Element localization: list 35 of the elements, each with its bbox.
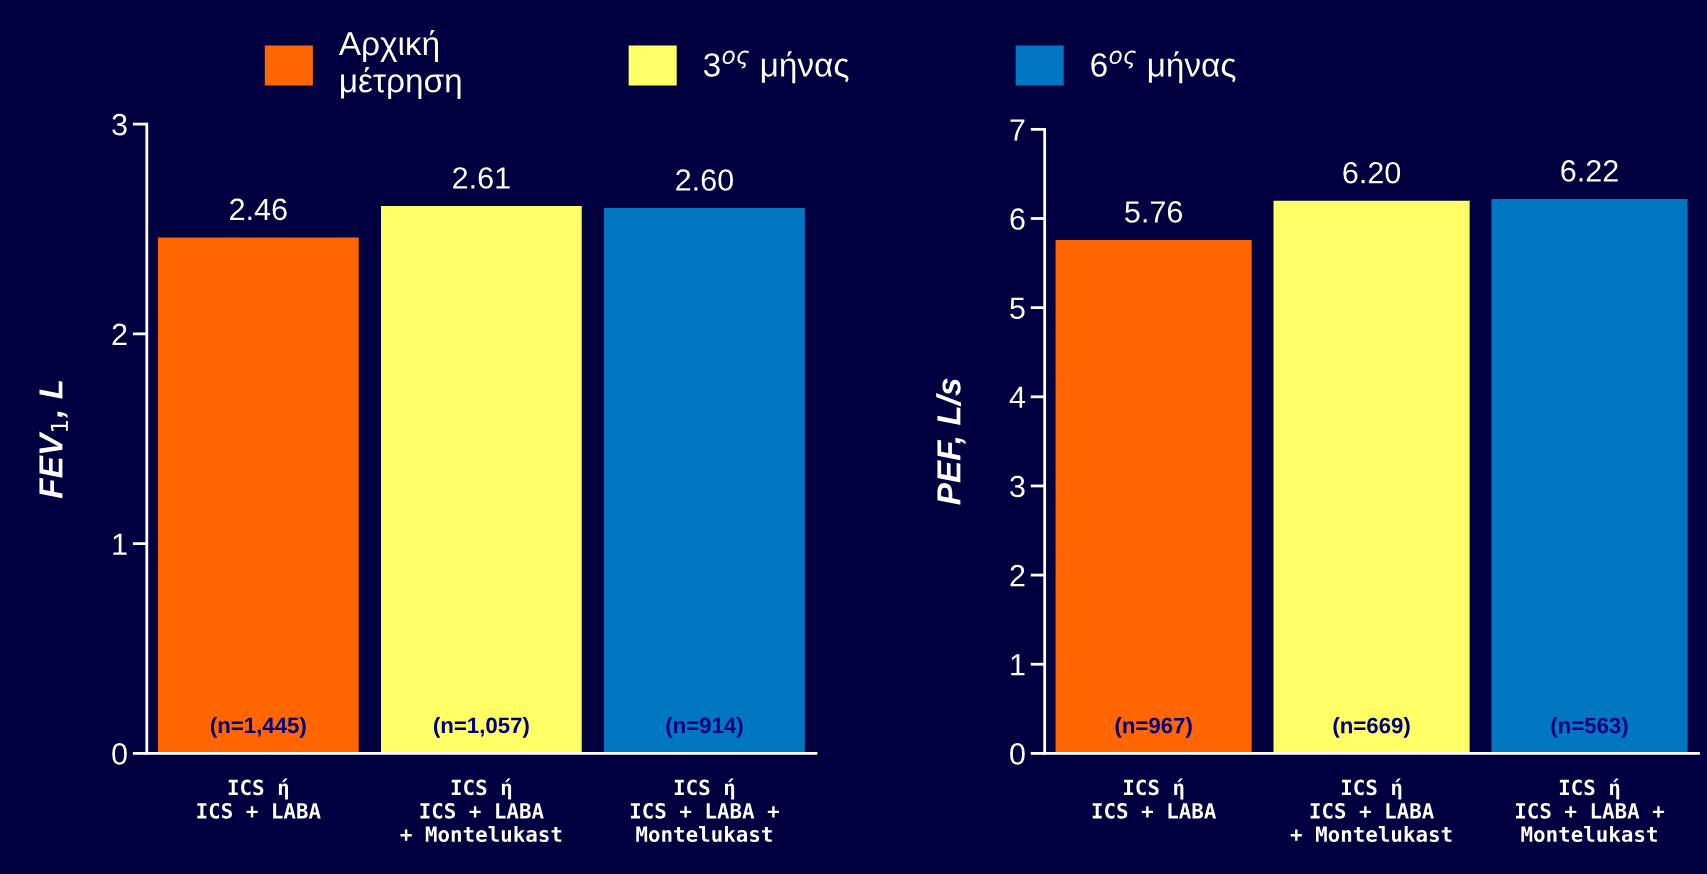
y-tick-label: 5 (1010, 297, 1025, 320)
legend-label: Αρχική μέτρηση (338, 30, 461, 100)
y-axis-title: FEV$_{1}$, L (39, 380, 68, 499)
y-tick-label: 1 (113, 533, 127, 555)
legend-label: 3$^{ος}$ μήνας (703, 50, 849, 84)
x-tick-label: ICS ή ICS + LABA + Montelukast (630, 778, 779, 843)
x-tick-label: ICS ή ICS + LABA (1092, 778, 1217, 819)
y-tick-label: 6 (1010, 208, 1025, 230)
x-tick-label: ICS ή ICS + LABA (197, 778, 321, 819)
data-label: 6.22 (1561, 160, 1618, 182)
annotation: (n=914) (666, 716, 743, 738)
y-tick-label: 0 (1010, 743, 1025, 765)
legend-label: 6$^{ος}$ μήνας (1091, 50, 1236, 84)
data-label: 2.46 (230, 198, 287, 221)
x-tick-label: ICS ή ICS + LABA + Montelukast (400, 778, 562, 843)
annotation: (n=967) (1115, 717, 1192, 738)
y-tick-label: 2 (1010, 564, 1025, 587)
y-tick-label: 3 (112, 113, 127, 136)
x-tick-label: ICS ή ICS + LABA + Montelukast (1290, 778, 1452, 843)
x-tick-label: ICS ή ICS + LABA + Montelukast (1516, 778, 1665, 843)
annotation: (n=1,057) (434, 716, 529, 738)
y-tick-label: 1 (1011, 654, 1025, 676)
y-tick-label: 7 (1010, 119, 1025, 141)
y-axis-title: PEF, L/s (936, 378, 966, 505)
y-tick-label: 0 (112, 743, 127, 765)
y-tick-label: 2 (112, 323, 127, 345)
data-label: 2.60 (676, 169, 733, 191)
data-label: 5.76 (1125, 201, 1183, 223)
annotation: (n=669) (1333, 717, 1410, 738)
y-tick-label: 3 (1010, 475, 1025, 498)
data-label: 2.61 (453, 167, 510, 189)
annotation: (n=563) (1551, 717, 1628, 738)
y-tick-label: 4 (1009, 386, 1026, 408)
data-label: 6.20 (1343, 161, 1401, 184)
annotation: (n=1,445) (210, 716, 306, 738)
